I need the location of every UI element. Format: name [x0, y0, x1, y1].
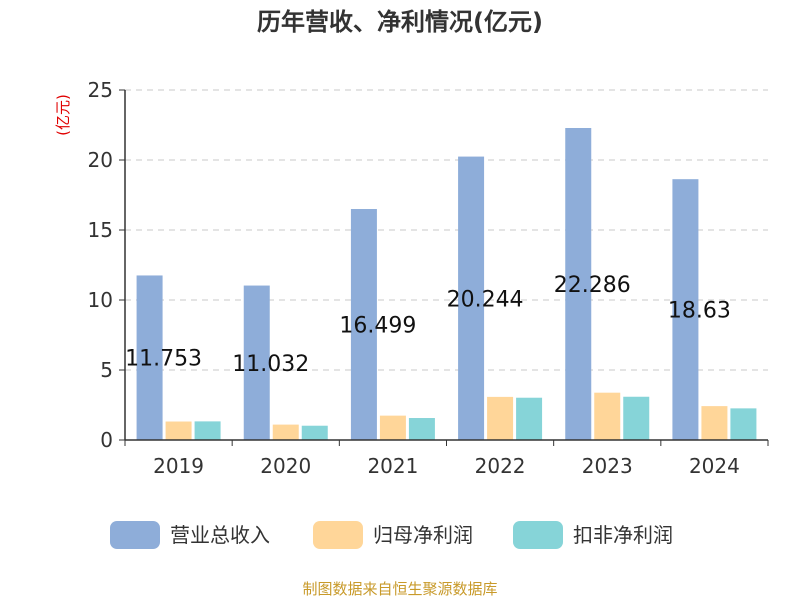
legend-item-0[interactable]: 营业总收入 — [110, 521, 270, 549]
data-label: 16.499 — [339, 314, 416, 339]
bar-series-0-2020[interactable] — [243, 285, 270, 440]
legend-swatch — [110, 521, 160, 549]
data-label: 20.244 — [447, 287, 524, 312]
legend-swatch — [513, 521, 563, 549]
legend-label: 扣非净利润 — [573, 523, 673, 547]
data-label: 11.032 — [232, 352, 309, 377]
legend-item-2[interactable]: 扣非净利润 — [513, 521, 673, 549]
bar-series-2-2021[interactable] — [408, 418, 435, 440]
legend-swatch — [313, 521, 363, 549]
legend-item-1[interactable]: 归母净利润 — [313, 521, 473, 549]
y-tick-label: 20 — [88, 148, 113, 172]
bar-series-2-2020[interactable] — [301, 425, 328, 440]
bar-series-2-2023[interactable] — [623, 396, 650, 440]
x-tick-label: 2024 — [689, 454, 740, 478]
legend-label: 归母净利润 — [373, 523, 473, 547]
bar-series-2-2024[interactable] — [730, 408, 757, 440]
x-tick-label: 2020 — [260, 454, 311, 478]
bar-series-1-2020[interactable] — [272, 424, 299, 440]
data-label: 22.286 — [554, 273, 631, 298]
bar-series-0-2021[interactable] — [350, 209, 377, 440]
y-tick-label: 10 — [88, 288, 113, 312]
x-tick-label: 2022 — [475, 454, 526, 478]
bar-series-0-2023[interactable] — [565, 127, 592, 440]
bar-series-0-2022[interactable] — [458, 156, 485, 441]
bar-series-1-2024[interactable] — [701, 406, 728, 440]
chart-title: 历年营收、净利情况(亿元) — [257, 8, 543, 36]
x-tick-label: 2019 — [153, 454, 204, 478]
bars — [136, 127, 757, 441]
bar-series-0-2019[interactable] — [136, 275, 163, 440]
data-label: 11.753 — [125, 347, 202, 372]
legend-label: 营业总收入 — [170, 523, 270, 547]
y-tick-label: 0 — [100, 428, 113, 452]
bar-series-2-2019[interactable] — [194, 421, 221, 440]
bar-series-1-2019[interactable] — [165, 421, 192, 440]
bar-series-0-2024[interactable] — [672, 179, 699, 440]
y-tick-label: 5 — [100, 358, 113, 382]
bar-series-2-2022[interactable] — [516, 397, 543, 440]
x-tick-label: 2023 — [582, 454, 633, 478]
data-labels: 11.753 11.032 16.499 20.244 22.286 18.63 — [125, 273, 731, 377]
y-tick-label: 25 — [88, 78, 113, 102]
x-tick-label: 2021 — [367, 454, 418, 478]
data-label: 18.63 — [668, 299, 731, 324]
bar-series-1-2023[interactable] — [594, 392, 621, 440]
grid — [125, 89, 768, 371]
bar-series-1-2022[interactable] — [487, 396, 514, 440]
axes: 0 5 10 15 20 25 2019 2020 2021 2022 2023 2024 — [88, 78, 769, 478]
source-note: 制图数据来自恒生聚源数据库 — [302, 580, 497, 598]
legend[interactable]: 营业总收入 归母净利润 扣非净利润 — [110, 521, 673, 549]
y-axis-unit: (亿元) — [54, 94, 72, 136]
bar-series-1-2021[interactable] — [379, 415, 406, 440]
y-tick-label: 15 — [88, 218, 113, 242]
